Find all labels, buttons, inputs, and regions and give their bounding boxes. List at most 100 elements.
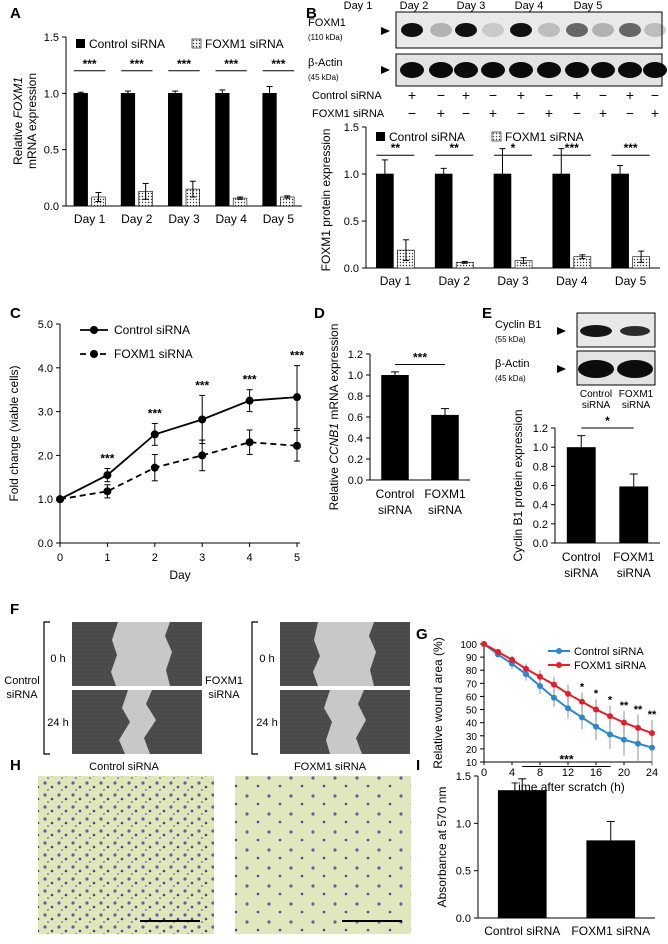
x-tick-label: FOXM1 [424,487,466,501]
time-label: 0 h [50,653,65,665]
significance-mark: ** [450,141,460,155]
foxm1-band [482,23,504,37]
y-tick-label: 1.5 [44,32,59,44]
y-tick-label: 40 [466,719,478,730]
control-sign: − [651,87,659,103]
foxm1-sign: + [651,105,659,121]
blot-signs: + − − + + − − + + − − + + − − + + − − + [408,87,659,121]
x-tick-label: Control [562,550,601,564]
y-tick-label: 1.5 [456,771,471,783]
blot-row-label-foxm1: FOXM1 siRNA [312,108,385,120]
scratch-gap [119,690,156,754]
significance-mark: *** [148,406,162,420]
bar [168,93,183,207]
data-point [565,705,571,712]
actin-band [537,62,561,78]
x-tick-label: Day 5 [263,212,295,226]
series-line [59,441,298,501]
y-axis-label-part: mRNA expression [327,324,341,423]
y-tick-label: 1.0 [533,442,548,454]
significance-mark: *** [559,753,573,767]
legend-marker [90,350,98,358]
legend-swatch [191,38,202,49]
data-point [245,438,254,447]
y-tick-label: 100 [460,640,477,651]
y-tick-label: 1.5 [344,122,359,134]
x-tick-label: Day 3 [168,212,200,226]
significance-mark: ** [648,709,657,721]
bracket [43,621,50,755]
y-tick-label: 80 [466,666,478,677]
scratch-gap [111,622,172,686]
x-tick-label: Day 2 [121,212,153,226]
y-tick-label: 0.2 [533,519,548,531]
y-axis-label: Fold change (viable cells) [7,365,21,501]
x-tick-label: 24 [646,767,658,779]
bar [381,375,409,480]
data-point [103,487,112,496]
bracket [251,621,258,755]
x-tick-label: 2 [152,552,158,564]
actin-band [509,62,533,78]
x-tick-label: Control siRNA [484,924,560,938]
significance-mark: *** [224,57,238,71]
legend-swatch [76,39,85,48]
cyclinb1-kda: (55 kDa) [495,335,526,344]
actin-band [481,62,505,78]
actin-band [565,62,589,78]
y-tick-label: 1.0 [38,494,53,506]
bar [73,93,88,207]
data-point [150,463,159,472]
cyclinb1-label: Cyclin B1 [495,319,541,331]
data-point [523,665,529,672]
time-label: 24 h [256,717,277,729]
bar [215,93,230,207]
panel-label-a: A [10,5,21,22]
cyclinb1-band [580,325,612,337]
foxm1-band [510,23,532,37]
significance-mark: *** [413,351,427,365]
y-axis-label: Cyclin B1 protein expression [511,409,525,561]
foxm1-band-name: FOXM1 [308,17,346,29]
data-point [649,730,655,737]
actin-band [454,62,478,78]
actin-e-label: β-Actin [495,358,529,370]
data-point [649,744,655,751]
data-point [537,673,543,680]
x-tick-label: 4 [509,767,515,779]
x-axis-label: Day [169,568,190,582]
significance-mark: *** [624,141,638,155]
panel-label-d: D [314,305,325,322]
legend-label: FOXM1 siRNA [205,37,284,51]
blot-day-label: Day 2 [400,0,429,12]
data-point [198,451,207,460]
control-sign: − [437,87,445,103]
panel-label-g: G [416,626,428,643]
chart-d: 0.0 0.2 0.4 0.6 0.8 1.0 1.2 Control siRNA FOXM1 si… [327,324,470,517]
y-tick-label: 0.5 [44,145,59,157]
actin-e-kda: (45 kDa) [495,374,526,383]
group-label: siRNA [208,689,240,701]
chart-i: 0.0 0.5 1.0 1.5 Control siRNA FOXM1 siRNA *** A… [435,753,655,938]
bar [611,173,629,269]
significance-mark: ** [391,141,401,155]
foxm1-sign: + [437,105,445,121]
actin-band [591,62,615,78]
y-tick-label: 0.0 [344,263,359,275]
x-tick-label: siRNA [564,566,598,580]
y-tick-label: 0.0 [533,538,548,550]
significance-mark: * [608,695,613,707]
panel-label-h: H [10,757,21,774]
x-tick-label: 4 [247,552,253,564]
group-label: Control [4,675,39,687]
significance-mark: * [511,141,516,155]
data-point [537,682,543,689]
x-tick-label: FOXM1 [613,550,655,564]
legend-label: Control siRNA [574,646,644,658]
data-point [565,690,571,697]
x-tick-label: 5 [294,552,300,564]
y-tick-label: 1.2 [348,349,363,361]
y-axis-label-part: Relative [11,118,25,165]
invasion-image-foxm1 [235,776,411,934]
